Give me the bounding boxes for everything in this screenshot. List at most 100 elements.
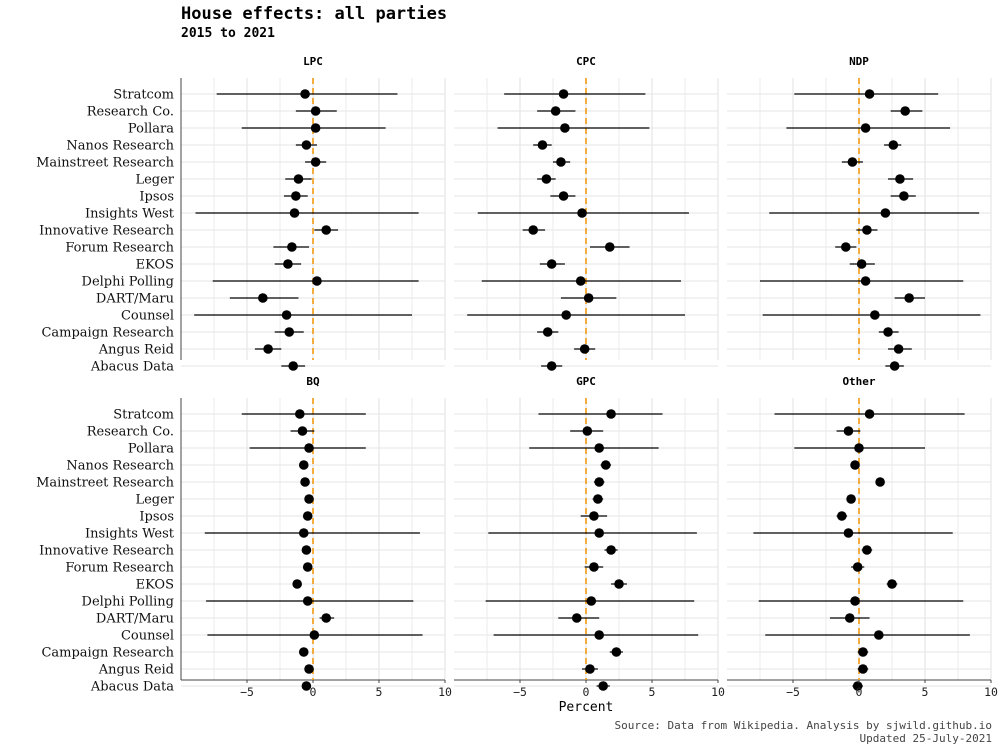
point-estimate: [561, 310, 571, 320]
point-estimate: [843, 528, 854, 538]
y-tick-label: Nanos Research: [66, 139, 174, 154]
chart-subtitle: 2015 to 2021: [181, 26, 275, 41]
caption-updated: Updated 25-July-2021: [860, 732, 992, 745]
point-estimate: [291, 191, 301, 201]
panel-cpc: CPC: [454, 55, 719, 371]
y-tick-label: Mainstreet Research: [36, 476, 175, 491]
point-estimate: [586, 596, 597, 606]
y-tick-label: Mainstreet Research: [36, 156, 175, 171]
point-estimate: [594, 477, 604, 487]
point-estimate: [847, 157, 858, 167]
x-tick-label: 0: [310, 685, 317, 699]
point-estimate: [300, 89, 310, 99]
panel-lpc: LPC Stratcom Research Co. Pollara Nanos Rese…: [36, 55, 446, 375]
y-tick-label: DART/Maru: [96, 292, 174, 307]
point-estimate: [312, 276, 322, 286]
y-tick-label: Ipsos: [139, 190, 174, 205]
panel-gpc: GPC −5 0 5 10: [454, 375, 725, 699]
y-tick-label: Insights West: [85, 207, 175, 222]
point-estimate: [611, 647, 622, 657]
point-estimate: [858, 647, 868, 657]
x-tick-label: 10: [711, 685, 725, 699]
point-estimate: [583, 293, 594, 303]
chart-title: House effects: all parties: [181, 4, 447, 24]
y-tick-label: Angus Reid: [98, 343, 174, 358]
facet-label: LPC: [303, 55, 323, 68]
point-estimate: [558, 89, 569, 99]
y-tick-label: Delphi Polling: [82, 275, 174, 290]
point-estimate: [614, 579, 624, 589]
point-estimate: [589, 511, 599, 521]
point-estimate: [302, 562, 313, 572]
point-estimate: [297, 426, 308, 436]
y-tick-label: Pollara: [128, 122, 174, 137]
y-tick-label: Counsel: [121, 309, 174, 324]
point-estimate: [850, 460, 860, 470]
point-estimate: [883, 327, 893, 337]
point-estimate: [841, 242, 851, 252]
point-estimate: [560, 123, 570, 133]
x-tick-label: 5: [376, 685, 383, 699]
y-tick-label: Pollara: [128, 442, 174, 457]
point-estimate: [550, 106, 561, 116]
x-tick-label: −5: [786, 685, 800, 699]
point-estimate: [298, 460, 309, 470]
facet-label: Other: [842, 375, 875, 388]
y-tick-label: DART/Maru: [96, 612, 174, 627]
point-estimate: [889, 361, 900, 371]
point-estimate: [582, 426, 593, 436]
point-estimate: [577, 208, 587, 218]
x-tick-label: −5: [240, 685, 254, 699]
y-tick-label: Insights West: [85, 527, 175, 542]
y-tick-label: Abacus Data: [90, 680, 174, 695]
point-estimate: [263, 344, 273, 354]
y-tick-label: Delphi Polling: [82, 595, 174, 610]
point-estimate: [304, 664, 314, 674]
point-estimate: [301, 681, 312, 691]
point-estimate: [289, 208, 300, 218]
point-estimate: [893, 344, 904, 354]
x-tick-label: 0: [856, 685, 863, 699]
point-estimate: [858, 664, 868, 674]
point-estimate: [301, 545, 312, 555]
point-estimate: [593, 494, 603, 504]
point-estimate: [874, 630, 884, 640]
panel-ndp: NDP: [727, 55, 992, 371]
x-axis-label: Percent: [559, 700, 614, 715]
facet-label: CPC: [576, 55, 596, 68]
point-estimate: [292, 579, 302, 589]
y-tick-label: EKOS: [136, 258, 174, 273]
point-estimate: [880, 208, 891, 218]
point-estimate: [594, 528, 604, 538]
point-estimate: [295, 409, 305, 419]
point-estimate: [310, 106, 321, 116]
point-estimate: [594, 630, 604, 640]
caption-source: Source: Data from Wikipedia. Analysis by…: [615, 719, 993, 732]
point-estimate: [293, 174, 304, 184]
point-estimate: [875, 477, 885, 487]
point-estimate: [304, 494, 314, 504]
point-estimate: [844, 613, 855, 623]
point-estimate: [542, 327, 553, 337]
point-estimate: [887, 579, 897, 589]
x-tick-label: −5: [513, 685, 527, 699]
y-tick-label: Innovative Research: [39, 544, 174, 559]
point-estimate: [895, 174, 905, 184]
y-tick-label: Angus Reid: [98, 663, 174, 678]
point-estimate: [856, 259, 867, 269]
panel-other: Other −5 0 5 10: [727, 375, 998, 699]
y-tick-label: Stratcom: [113, 88, 174, 103]
x-tick-label: 10: [438, 685, 452, 699]
point-estimate: [321, 613, 332, 623]
panels: LPC Stratcom Research Co. Pollara Nanos Rese…: [36, 55, 998, 699]
point-estimate: [571, 613, 582, 623]
point-estimate: [298, 647, 309, 657]
point-estimate: [904, 293, 914, 303]
y-tick-label: Forum Research: [65, 561, 174, 576]
point-estimate: [558, 191, 569, 201]
y-tick-label: Leger: [135, 493, 174, 508]
point-estimate: [321, 225, 332, 235]
point-estimate: [846, 494, 856, 504]
point-estimate: [862, 225, 872, 235]
